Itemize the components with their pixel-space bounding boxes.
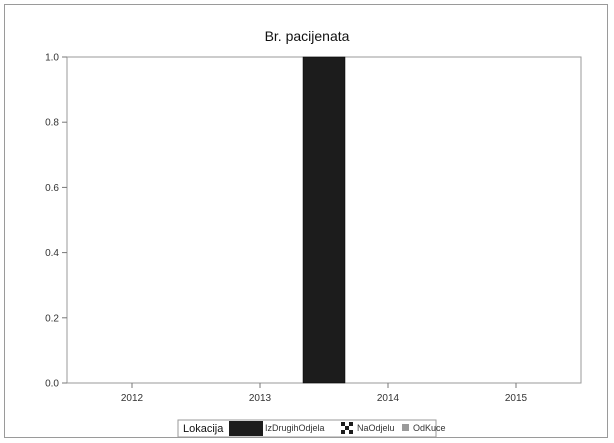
- x-tick-label: 2013: [249, 393, 272, 404]
- y-tick-label: 0.2: [45, 313, 59, 324]
- legend-item: NaOdjelu: [341, 422, 395, 434]
- small-square-icon: [402, 424, 409, 431]
- checker-cell: [341, 422, 345, 426]
- solid-square-icon: [229, 421, 263, 436]
- legend-item: IzDrugihOdjela: [229, 421, 325, 436]
- x-axis: 2012 2013 2014 2015: [121, 383, 528, 404]
- checker-cell: [341, 430, 345, 434]
- bars-group: [302, 56, 346, 384]
- checker-cell: [345, 426, 349, 430]
- y-axis: 0.0 0.2 0.4 0.6 0.8 1.0: [45, 53, 67, 390]
- legend-title: Lokacija: [183, 423, 224, 435]
- y-tick-label: 0.6: [45, 183, 59, 194]
- legend-item: OdKuce: [402, 423, 446, 433]
- checker-cell: [349, 430, 353, 434]
- y-tick-label: 0.0: [45, 379, 59, 390]
- legend-label: OdKuce: [413, 423, 446, 433]
- legend-label: NaOdjelu: [357, 423, 395, 433]
- y-tick-label: 0.8: [45, 118, 59, 129]
- x-tick-label: 2014: [377, 393, 400, 404]
- checker-cell: [349, 422, 353, 426]
- legend: Lokacija IzDrugihOdjela NaOdjelu OdKuce: [177, 419, 446, 438]
- y-tick-label: 1.0: [45, 53, 59, 64]
- x-tick-label: 2012: [121, 393, 144, 404]
- chart-title: Br. pacijenata: [265, 28, 350, 44]
- legend-label: IzDrugihOdjela: [265, 423, 325, 433]
- x-tick-label: 2015: [505, 393, 528, 404]
- y-tick-label: 0.4: [45, 248, 59, 259]
- bar: [302, 56, 346, 384]
